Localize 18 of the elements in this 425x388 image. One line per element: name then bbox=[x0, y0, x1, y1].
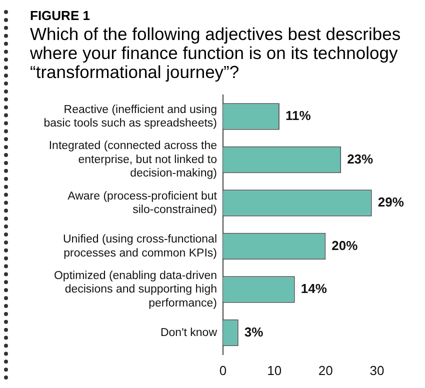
y-tick-label: Don't know bbox=[160, 326, 218, 339]
data-label: 23% bbox=[347, 151, 374, 166]
x-tick-label: 20 bbox=[318, 362, 333, 378]
x-tick-label: 0 bbox=[219, 362, 227, 378]
y-tick-label: Reactive (inefficient and using basic tools such as spreadsheets) bbox=[44, 104, 218, 130]
x-tick-label: 10 bbox=[267, 362, 282, 378]
data-label: 3% bbox=[244, 324, 264, 340]
data-label: 11% bbox=[285, 108, 312, 124]
y-tick-label: Unified (using cross-functional processes and common KPIs) bbox=[62, 234, 218, 260]
data-label: 29% bbox=[378, 194, 404, 210]
y-tick-label: Integrated (connected across the enterprise, but not linked to decision-making) bbox=[48, 140, 218, 180]
text: FIGURE 1 bbox=[30, 8, 91, 23]
data-label: 14% bbox=[300, 281, 328, 296]
y-tick-label: Aware (process-proficient but silo-constrained) bbox=[68, 190, 218, 216]
chart-subtitle: Which of the following adjectives best describes where your finance function is on its technology “transformational journey”? bbox=[30, 24, 402, 82]
y-tick-label: Optimized (enabling data-driven decisions and supporting high performance) bbox=[54, 270, 218, 310]
data-label: 20% bbox=[332, 238, 358, 253]
x-tick-label: 30 bbox=[370, 362, 384, 378]
